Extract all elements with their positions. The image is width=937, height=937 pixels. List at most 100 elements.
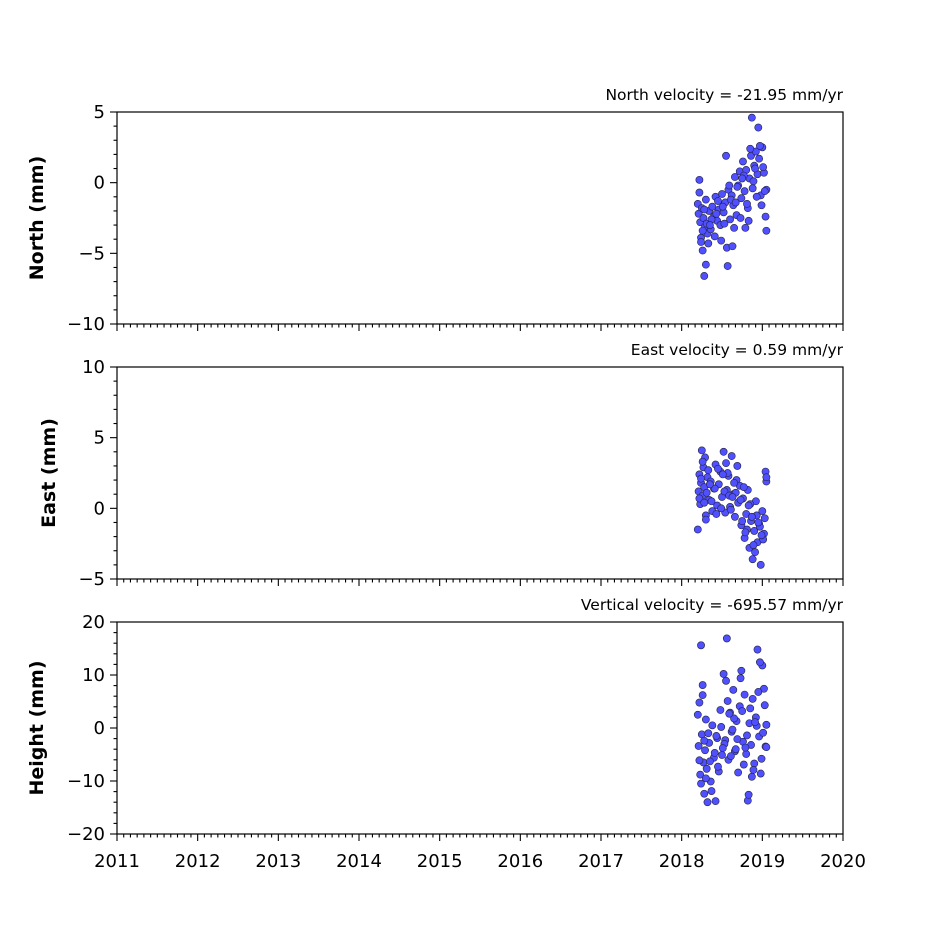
data-point	[740, 187, 749, 196]
data-point	[701, 746, 709, 755]
data-point	[722, 459, 730, 468]
data-point	[756, 142, 764, 150]
data-point	[697, 446, 706, 455]
data-point	[759, 728, 768, 737]
data-point	[746, 144, 755, 153]
data-point	[758, 507, 767, 516]
data-point	[736, 214, 745, 222]
data-point	[720, 219, 729, 228]
x-tick-label: 2020	[820, 851, 866, 872]
data-point	[741, 743, 750, 752]
panel-north: North velocity = -21.95 mm/yr North (mm)…	[26, 86, 844, 335]
data-point	[729, 685, 738, 694]
x-tick-label: 2013	[255, 851, 301, 872]
y-tick-label: −5	[78, 569, 105, 590]
data-point	[703, 798, 712, 807]
data-point	[748, 694, 757, 703]
data-point	[738, 517, 747, 525]
data-point	[748, 555, 757, 564]
data-point	[757, 201, 766, 210]
data-point	[762, 720, 771, 729]
data-point	[762, 473, 771, 482]
y-tick-label: 0	[94, 718, 105, 739]
data-point	[751, 548, 759, 557]
data-point	[701, 515, 710, 524]
data-point	[717, 236, 726, 245]
data-point	[722, 151, 730, 160]
x-tick-label: 2011	[94, 851, 140, 872]
data-point	[736, 495, 745, 504]
data-point	[750, 527, 759, 535]
data-point	[756, 769, 765, 778]
x-tick-label: 2017	[578, 851, 624, 872]
data-point	[722, 676, 730, 685]
data-point	[712, 732, 721, 740]
data-point	[694, 742, 703, 750]
data-point	[754, 518, 763, 527]
plot-frame	[116, 366, 844, 580]
data-point	[707, 497, 716, 506]
data-point	[743, 731, 751, 740]
data-point	[726, 752, 735, 760]
data-point	[717, 504, 726, 513]
data-point	[723, 697, 732, 705]
panel-title: Vertical velocity = -695.57 mm/yr	[581, 596, 844, 614]
y-tick-label: 0	[94, 173, 105, 194]
data-point	[710, 749, 719, 757]
data-point	[707, 787, 716, 795]
data-point	[731, 173, 739, 181]
data-point	[698, 246, 707, 255]
data-point	[697, 641, 705, 650]
data-point	[738, 707, 747, 715]
data-point	[702, 488, 711, 497]
data-point	[751, 718, 759, 727]
data-point	[741, 223, 750, 232]
y-tick-label: 10	[82, 665, 105, 686]
x-tick-label: 2019	[739, 851, 785, 872]
data-point	[749, 177, 758, 186]
data-point	[697, 474, 705, 483]
data-point	[747, 113, 756, 122]
data-point	[708, 721, 717, 730]
data-point	[754, 123, 763, 132]
panel-east: East velocity = 0.59 mm/yr East (mm) −5 0…	[38, 341, 844, 590]
data-point	[747, 772, 756, 781]
data-point	[702, 764, 711, 773]
data-point	[725, 181, 734, 190]
data-point	[719, 447, 728, 456]
axis-ticks: −20 −10 0 10 20 2011 2012 2013 2014 2015 2016 2017 2…	[67, 612, 866, 872]
data-point	[741, 528, 750, 537]
y-tick-label: 0	[94, 498, 105, 519]
data-point	[700, 498, 709, 507]
panel-title: North velocity = -21.95 mm/yr	[605, 86, 843, 104]
data-point	[751, 164, 759, 173]
data-point	[756, 560, 765, 569]
data-point	[718, 744, 727, 753]
data-point	[700, 736, 709, 745]
data-point	[749, 541, 758, 549]
data-point	[697, 238, 705, 246]
data-point	[701, 774, 710, 783]
data-point	[714, 762, 722, 771]
data-point	[760, 701, 769, 710]
y-tick-label: −20	[67, 824, 105, 845]
data-points	[693, 113, 771, 280]
data-points	[693, 634, 771, 807]
y-tick-label: 20	[82, 612, 105, 633]
data-point	[754, 688, 763, 696]
data-point	[726, 215, 734, 224]
data-point	[748, 184, 757, 193]
data-point	[716, 706, 725, 714]
data-point	[728, 725, 737, 734]
data-point	[734, 768, 743, 777]
data-point	[695, 175, 704, 184]
data-point	[743, 199, 751, 208]
data-point	[750, 759, 759, 768]
data-point	[755, 154, 764, 163]
data-point	[695, 188, 704, 197]
data-point	[693, 710, 702, 719]
data-point	[739, 483, 748, 492]
x-tick-label: 2012	[175, 851, 221, 872]
data-point	[700, 205, 709, 214]
